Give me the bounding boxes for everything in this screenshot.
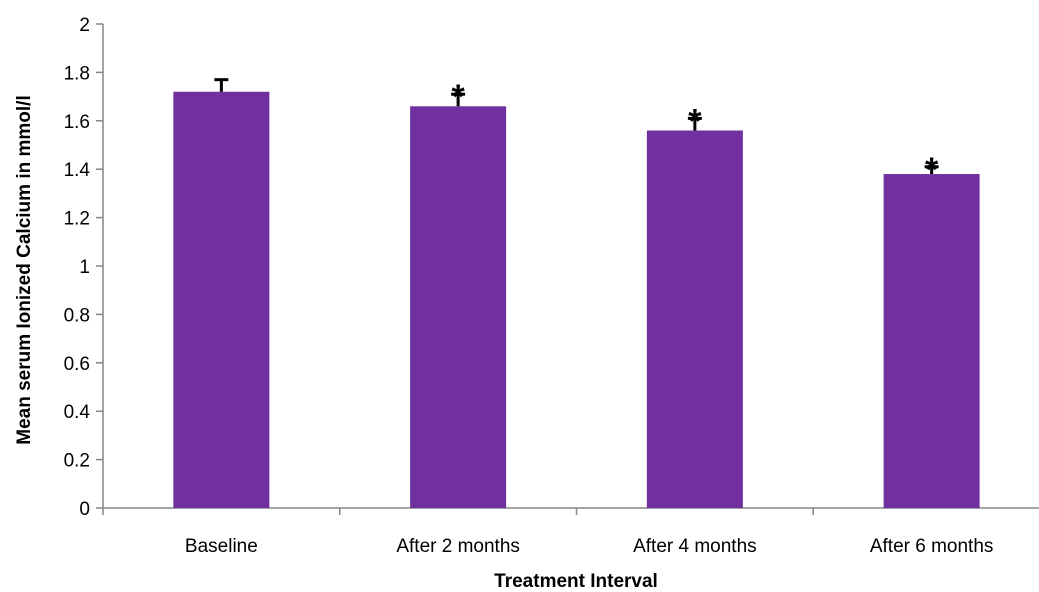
y-tick-label: 0.2 <box>64 451 90 472</box>
x-axis <box>102 507 1039 515</box>
y-axis: 0 0.2 0.4 0.6 0.8 1 1.2 1.4 1.6 1.8 2 <box>64 15 104 520</box>
y-tick-label: 1.6 <box>64 112 90 133</box>
y-tick-label: 0.6 <box>64 354 90 375</box>
y-tick-label: 0.4 <box>64 402 91 423</box>
bar <box>883 174 980 509</box>
y-tick-label: 2 <box>79 15 90 36</box>
y-tick-label: 0 <box>79 499 90 520</box>
bar <box>410 106 507 508</box>
y-tick-label: 1.4 <box>64 160 91 181</box>
x-tick-label: After 2 months <box>396 536 520 557</box>
x-tick-label: After 6 months <box>870 536 994 557</box>
bar <box>173 91 270 508</box>
significance-marker: * <box>925 151 939 189</box>
x-tick-label: After 4 months <box>633 536 757 557</box>
y-tick-label: 0.8 <box>64 305 90 326</box>
x-axis-title: Treatment Interval <box>494 571 658 592</box>
y-tick-label: 1.2 <box>64 209 90 230</box>
significance-marker: * <box>452 78 466 116</box>
y-tick-label: 1 <box>79 257 90 278</box>
significance-marker: * <box>688 102 702 140</box>
bar <box>646 130 743 509</box>
bars: Baseline * After 2 months * After 4 months * A… <box>173 78 993 557</box>
y-axis-title: Mean serum Ionized Calcium in mmol/l <box>14 95 35 444</box>
x-tick-label: Baseline <box>185 536 258 557</box>
y-tick-label: 1.8 <box>64 63 90 84</box>
